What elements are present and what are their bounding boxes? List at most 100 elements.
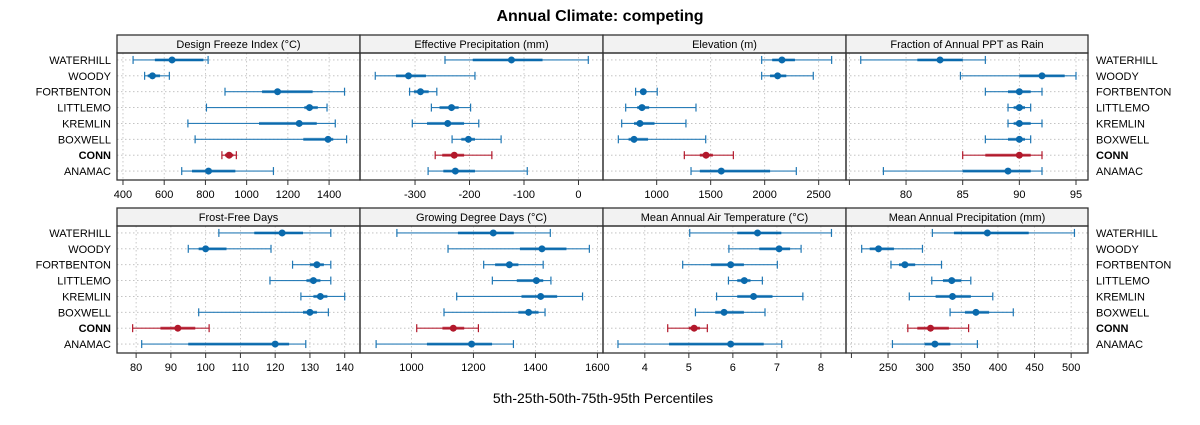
row-label-right-woody: WOODY bbox=[1096, 244, 1139, 256]
row-label-left-woody: WOODY bbox=[68, 244, 111, 256]
x-tick-label: 250 bbox=[879, 362, 897, 374]
interval-boxwell bbox=[984, 135, 1032, 144]
panels-layer: Design Freeze Index (°C)400 600 800 1000 120… bbox=[114, 34, 1089, 374]
panel-frame bbox=[845, 52, 1089, 181]
median-point bbox=[450, 151, 458, 159]
interval-conn bbox=[132, 324, 210, 333]
panel-growing-degree-days-c: Growing Degree Days (°C) 1000 1200 1400 1600 bbox=[359, 207, 610, 374]
median-point bbox=[416, 88, 424, 96]
interval-boxwell bbox=[949, 308, 1014, 317]
interval-littlemo bbox=[1007, 103, 1032, 112]
interval-waterhill bbox=[444, 55, 589, 64]
median-point bbox=[468, 340, 476, 348]
row-label-left-littlemo: LITTLEMO bbox=[57, 103, 111, 115]
interval-littlemo bbox=[430, 103, 472, 112]
interval-anamac bbox=[690, 167, 797, 176]
median-point bbox=[630, 135, 638, 143]
median-point bbox=[754, 229, 762, 237]
row-label-right-littlemo: LITTLEMO bbox=[1096, 276, 1150, 288]
row-label-right-anamac: ANAMAC bbox=[1096, 339, 1143, 351]
median-point bbox=[1038, 72, 1046, 80]
panel-strip-title: Elevation (m) bbox=[692, 39, 757, 51]
x-tick-label: 95 bbox=[1070, 189, 1082, 201]
median-point bbox=[274, 88, 282, 96]
row-label-left-conn: CONN bbox=[79, 150, 111, 162]
interval-fortbenton bbox=[890, 260, 943, 269]
x-tick-label: 90 bbox=[165, 362, 177, 374]
panel-strip-title: Fraction of Annual PPT as Rain bbox=[890, 39, 1043, 51]
x-tick-label: 1500 bbox=[698, 189, 722, 201]
median-point bbox=[202, 245, 210, 253]
panel-effective-precipitation-mm: Effective Precipitation (mm) -300 -200 -100… bbox=[359, 34, 604, 201]
median-point bbox=[778, 56, 786, 64]
median-point bbox=[306, 104, 314, 112]
x-tick-label: 4 bbox=[642, 362, 648, 374]
x-tick-label: 80 bbox=[900, 189, 912, 201]
row-label-left-littlemo: LITTLEMO bbox=[57, 276, 111, 288]
interval-woody bbox=[187, 244, 272, 253]
row-label-left-conn: CONN bbox=[79, 323, 111, 335]
panel-frame bbox=[359, 225, 604, 354]
panel-frame bbox=[116, 52, 361, 181]
interval-waterhill bbox=[860, 55, 986, 64]
median-point bbox=[451, 167, 459, 175]
median-point bbox=[690, 324, 698, 332]
interval-fortbenton bbox=[635, 87, 658, 96]
median-point bbox=[717, 167, 725, 175]
x-axis-label: 5th-25th-50th-75th-95th Percentiles bbox=[493, 390, 713, 406]
median-point bbox=[702, 151, 710, 159]
interval-littlemo bbox=[205, 103, 328, 112]
x-tick-label: -200 bbox=[458, 189, 480, 201]
interval-conn bbox=[221, 151, 237, 160]
median-point bbox=[271, 340, 279, 348]
interval-boxwell bbox=[451, 135, 502, 144]
x-tick-label: 1000 bbox=[399, 362, 423, 374]
interval-fortbenton bbox=[483, 260, 544, 269]
row-label-right-waterhill: WATERHILL bbox=[1096, 55, 1158, 67]
median-point bbox=[449, 324, 457, 332]
median-point bbox=[464, 135, 472, 143]
interval-woody bbox=[144, 71, 170, 80]
row-label-right-conn: CONN bbox=[1096, 150, 1128, 162]
median-point bbox=[948, 292, 956, 300]
interval-waterhill bbox=[132, 55, 209, 64]
median-point bbox=[931, 340, 939, 348]
row-label-left-woody: WOODY bbox=[68, 71, 111, 83]
panel-frame bbox=[845, 225, 1089, 354]
row-label-right-anamac: ANAMAC bbox=[1096, 166, 1143, 178]
row-label-right-waterhill: WATERHILL bbox=[1096, 228, 1158, 240]
row-label-left-anamac: ANAMAC bbox=[64, 166, 111, 178]
x-tick-label: 0 bbox=[575, 189, 581, 201]
median-point bbox=[174, 324, 182, 332]
interval-conn bbox=[667, 324, 708, 333]
interval-waterhill bbox=[761, 55, 833, 64]
interval-littlemo bbox=[269, 276, 332, 285]
x-tick-label: 2500 bbox=[806, 189, 830, 201]
median-point bbox=[948, 277, 956, 285]
median-point bbox=[720, 308, 728, 316]
median-point bbox=[927, 324, 935, 332]
interval-anamac bbox=[891, 340, 979, 349]
x-tick-label: 2000 bbox=[752, 189, 776, 201]
interval-anamac bbox=[375, 340, 515, 349]
median-point bbox=[774, 72, 782, 80]
median-point bbox=[983, 229, 991, 237]
x-tick-label: 6 bbox=[730, 362, 736, 374]
median-point bbox=[936, 56, 944, 64]
interval-littlemo bbox=[931, 276, 972, 285]
interval-woody bbox=[728, 244, 802, 253]
x-tick-label: 1000 bbox=[234, 189, 258, 201]
row-label-left-boxwell: BOXWELL bbox=[58, 307, 111, 319]
interval-boxwell bbox=[198, 308, 329, 317]
interval-waterhill bbox=[689, 228, 833, 237]
interval-kremlin bbox=[411, 119, 480, 128]
median-point bbox=[324, 135, 332, 143]
interval-anamac bbox=[617, 340, 783, 349]
interval-anamac bbox=[141, 340, 307, 349]
median-point bbox=[295, 119, 303, 127]
x-tick-label: 85 bbox=[957, 189, 969, 201]
median-point bbox=[740, 277, 748, 285]
x-tick-label: 7 bbox=[774, 362, 780, 374]
panel-design-freeze-index-c: Design Freeze Index (°C) 400 600 800 1000 120… bbox=[114, 34, 361, 201]
interval-boxwell bbox=[194, 135, 348, 144]
